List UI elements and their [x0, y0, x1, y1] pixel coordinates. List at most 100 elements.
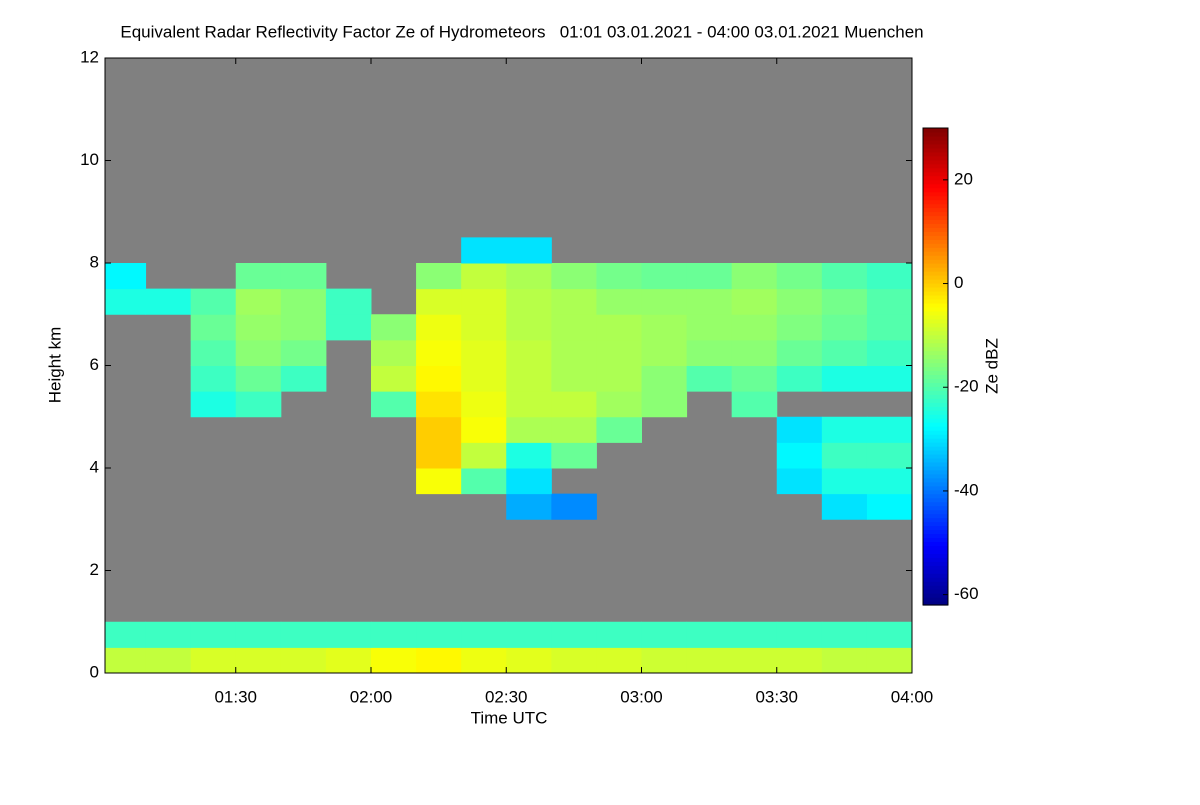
- heatmap-cell: [776, 314, 823, 341]
- heatmap-cell: [686, 263, 733, 290]
- colorbar-segment: [923, 453, 948, 459]
- heatmap-cell: [551, 365, 597, 392]
- colorbar-segment: [923, 235, 948, 240]
- heatmap-cell: [551, 442, 597, 469]
- heatmap-cell: [731, 621, 778, 648]
- colorbar-segment: [923, 243, 948, 248]
- heatmap-cell: [105, 288, 147, 315]
- colorbar-segment: [923, 473, 948, 479]
- heatmap-cell: [596, 365, 642, 392]
- colorbar-segment: [923, 481, 948, 487]
- heatmap-cell: [145, 621, 192, 648]
- colorbar-segment: [923, 334, 948, 340]
- heatmap-cell: [145, 288, 192, 315]
- heatmap-cell: [280, 621, 327, 648]
- heatmap-cell: [506, 416, 552, 443]
- heatmap-cell: [325, 621, 372, 648]
- heatmap-cell: [551, 493, 597, 520]
- heatmap-cell: [461, 365, 507, 392]
- heatmap-cell: [370, 314, 417, 341]
- colorbar-segment: [923, 545, 948, 550]
- colorbar-label: Ze dBZ: [982, 338, 1001, 394]
- colorbar-segment: [923, 298, 948, 304]
- colorbar-segment: [923, 541, 948, 546]
- colorbar-segment: [923, 171, 948, 177]
- heatmap-cell: [506, 339, 552, 366]
- heatmap-cell: [461, 237, 507, 264]
- heatmap-cell: [776, 339, 823, 366]
- heatmap-cell: [506, 391, 552, 418]
- colorbar-segment: [923, 259, 948, 264]
- colorbar-segment: [923, 501, 948, 507]
- heatmap-cell: [731, 339, 778, 366]
- heatmap-cell: [866, 263, 913, 290]
- colorbar-segment: [923, 231, 948, 236]
- colorbar-segment: [923, 267, 948, 272]
- heatmap-cell: [551, 288, 597, 315]
- heatmap-cell: [866, 339, 913, 366]
- colorbar-segment: [923, 402, 948, 407]
- colorbar-segment: [923, 378, 948, 383]
- y-tick-label: 2: [90, 560, 99, 579]
- heatmap-cell: [776, 647, 823, 674]
- colorbar-segment: [923, 175, 948, 181]
- y-tick-label: 0: [90, 662, 99, 681]
- colorbar-segment: [923, 147, 948, 153]
- colorbar-segment: [923, 342, 948, 348]
- heatmap-cell: [416, 647, 462, 674]
- heatmap-cell: [866, 365, 913, 392]
- heatmap-cell: [506, 442, 552, 469]
- heatmap-cell: [641, 391, 688, 418]
- x-tick-label: 02:00: [350, 687, 393, 706]
- y-axis-label: Height km: [45, 327, 64, 404]
- heatmap-cell: [866, 493, 913, 520]
- colorbar-segment: [923, 593, 948, 598]
- heatmap-cell: [551, 314, 597, 341]
- heatmap-cell: [596, 339, 642, 366]
- heatmap-cell: [235, 621, 282, 648]
- heatmap-cell: [641, 365, 688, 392]
- colorbar-segment: [923, 183, 948, 189]
- colorbar-segment: [923, 322, 948, 328]
- colorbar-segment: [923, 430, 948, 435]
- colorbar-segment: [923, 565, 948, 570]
- colorbar-segment: [923, 557, 948, 562]
- heatmap-cell: [416, 365, 462, 392]
- colorbar-segment: [923, 410, 948, 415]
- colorbar-segment: [923, 449, 948, 455]
- colorbar-segment: [923, 195, 948, 201]
- heatmap-cell: [190, 391, 237, 418]
- heatmap-cell: [551, 391, 597, 418]
- colorbar-segment: [923, 505, 948, 511]
- heatmap-cell: [821, 314, 868, 341]
- heatmap-cell: [370, 365, 417, 392]
- colorbar-segment: [923, 533, 948, 539]
- colorbar-segment: [923, 477, 948, 483]
- heatmap-cell: [506, 621, 552, 648]
- colorbar-tick-label: 0: [954, 273, 963, 292]
- heatmap-cell: [461, 442, 507, 469]
- y-tick-label: 8: [90, 252, 99, 271]
- heatmap-cell: [416, 314, 462, 341]
- heatmap-cell: [866, 647, 913, 674]
- heatmap-cell: [325, 314, 372, 341]
- heatmap-cell: [506, 493, 552, 520]
- colorbar-segment: [923, 521, 948, 527]
- colorbar-segment: [923, 159, 948, 165]
- heatmap-cell: [821, 621, 868, 648]
- heatmap-cell: [776, 416, 823, 443]
- colorbar-segment: [923, 167, 948, 173]
- colorbar-tick-label: -20: [954, 377, 979, 396]
- colorbar-segment: [923, 290, 948, 296]
- colorbar-segment: [923, 561, 948, 566]
- colorbar-segment: [923, 191, 948, 197]
- colorbar-segment: [923, 251, 948, 256]
- heatmap-cell: [461, 391, 507, 418]
- colorbar-segment: [923, 131, 948, 137]
- heatmap-cell: [596, 621, 642, 648]
- colorbar-segment: [923, 422, 948, 427]
- colorbar-segment: [923, 398, 948, 403]
- colorbar-segment: [923, 155, 948, 161]
- heatmap-cell: [190, 314, 237, 341]
